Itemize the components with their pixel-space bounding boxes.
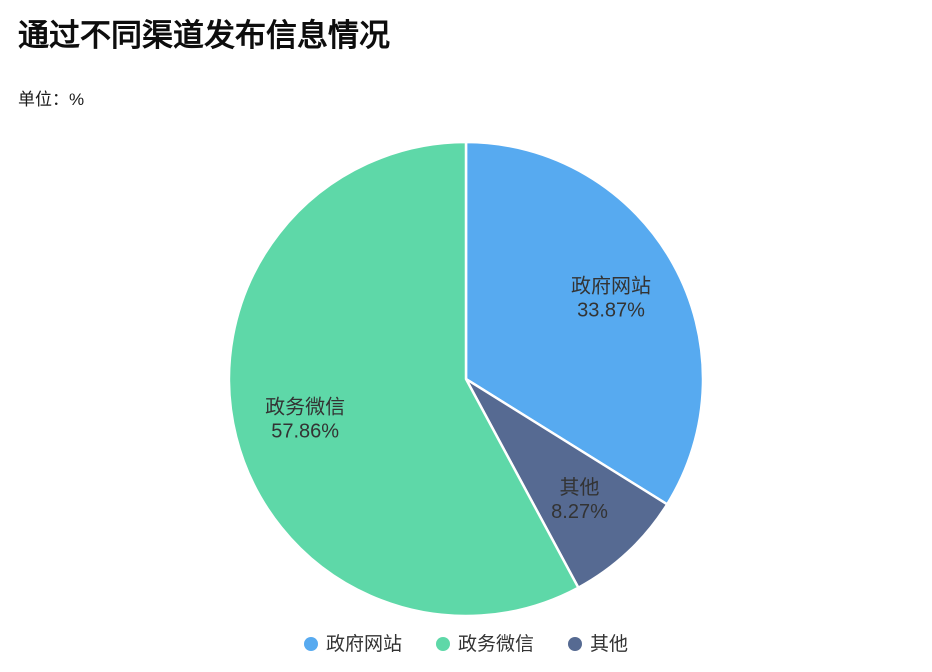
legend-marker-circle: [435, 637, 450, 651]
legend-marker-circle: [568, 637, 582, 651]
legend-label: 其他: [590, 633, 629, 655]
pie-slice-0[interactable]: [464, 140, 705, 506]
slice-label: 其他 8.27%: [551, 476, 608, 523]
legend-item[interactable]: 政务微信: [435, 633, 534, 655]
chart-title: 通过不同渠道发布信息情况: [18, 18, 390, 53]
slice-label: 政务微信 57.86%: [265, 396, 345, 443]
slice-label: 政府网站 33.87%: [571, 274, 651, 321]
legend-item[interactable]: 政府网站: [303, 633, 402, 655]
unit-label: 单位：%: [18, 90, 85, 109]
legend-label: 政府网站: [325, 633, 402, 655]
legend-label: 政务微信: [457, 633, 534, 655]
pie-slice-1[interactable]: [464, 377, 669, 589]
pie-slice-2[interactable]: [227, 140, 580, 618]
legend: 政府网站 政务微信 其他: [0, 630, 932, 658]
legend-item[interactable]: 其他: [568, 635, 628, 654]
legend-marker-circle: [303, 637, 318, 651]
